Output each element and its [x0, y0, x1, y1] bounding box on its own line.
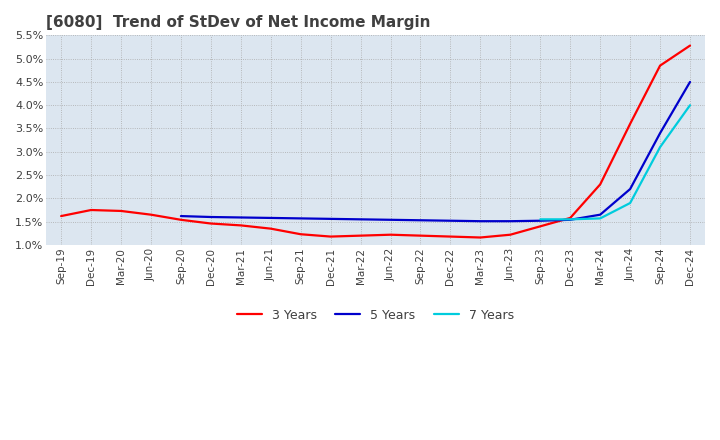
5 Years: [566, 217, 575, 223]
5 Years: [386, 217, 395, 223]
5 Years: [596, 212, 605, 217]
5 Years: [266, 215, 275, 220]
5 Years: [446, 218, 455, 224]
3 Years: [566, 215, 575, 220]
3 Years: [207, 221, 215, 226]
3 Years: [476, 235, 485, 240]
3 Years: [416, 233, 425, 238]
5 Years: [656, 131, 665, 136]
5 Years: [207, 214, 215, 220]
7 Years: [626, 200, 634, 205]
3 Years: [685, 43, 694, 48]
5 Years: [297, 216, 305, 221]
5 Years: [416, 218, 425, 223]
5 Years: [326, 216, 335, 221]
Line: 7 Years: 7 Years: [540, 105, 690, 219]
3 Years: [326, 234, 335, 239]
5 Years: [476, 219, 485, 224]
5 Years: [176, 213, 185, 219]
5 Years: [356, 216, 365, 222]
3 Years: [536, 224, 544, 229]
3 Years: [117, 208, 125, 213]
Line: 3 Years: 3 Years: [61, 46, 690, 238]
Legend: 3 Years, 5 Years, 7 Years: 3 Years, 5 Years, 7 Years: [232, 304, 519, 327]
3 Years: [57, 213, 66, 219]
3 Years: [446, 234, 455, 239]
5 Years: [506, 219, 515, 224]
7 Years: [685, 103, 694, 108]
3 Years: [506, 232, 515, 237]
7 Years: [596, 216, 605, 221]
3 Years: [356, 233, 365, 238]
3 Years: [147, 212, 156, 217]
7 Years: [566, 216, 575, 222]
Line: 5 Years: 5 Years: [181, 82, 690, 221]
3 Years: [176, 217, 185, 223]
5 Years: [685, 79, 694, 84]
5 Years: [536, 218, 544, 224]
7 Years: [656, 144, 665, 150]
3 Years: [236, 223, 245, 228]
5 Years: [236, 215, 245, 220]
3 Years: [297, 231, 305, 237]
5 Years: [626, 187, 634, 192]
3 Years: [386, 232, 395, 237]
3 Years: [86, 207, 95, 213]
3 Years: [626, 121, 634, 126]
Text: [6080]  Trend of StDev of Net Income Margin: [6080] Trend of StDev of Net Income Marg…: [46, 15, 431, 30]
3 Years: [596, 182, 605, 187]
3 Years: [656, 63, 665, 68]
7 Years: [536, 216, 544, 222]
3 Years: [266, 226, 275, 231]
